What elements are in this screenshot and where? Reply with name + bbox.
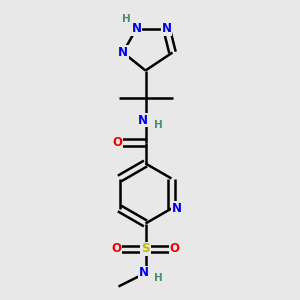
Text: N: N [172,202,182,215]
Text: H: H [122,14,130,24]
Text: H: H [154,273,163,284]
Text: N: N [139,266,149,280]
Text: O: O [112,136,122,149]
Text: O: O [169,242,180,256]
Text: N: N [138,113,148,127]
Text: N: N [161,22,172,35]
Text: S: S [141,242,150,256]
Text: N: N [118,46,128,59]
Text: H: H [154,120,163,130]
Text: O: O [111,242,122,256]
Text: N: N [131,22,142,35]
